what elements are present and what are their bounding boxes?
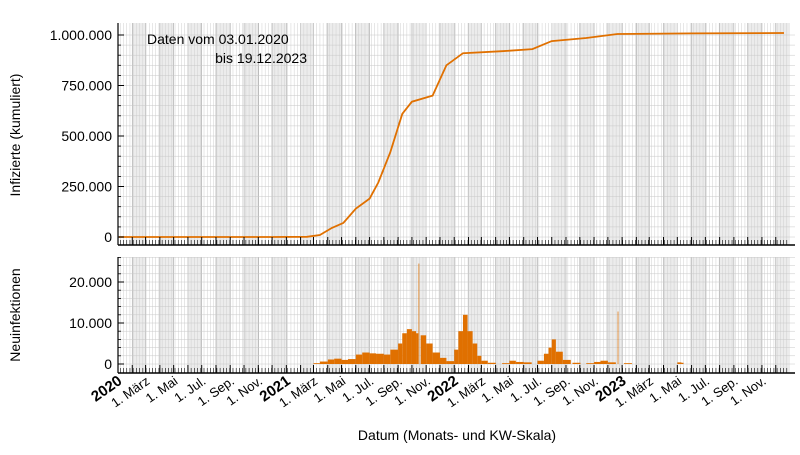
bar (418, 263, 420, 364)
month-band (495, 23, 510, 245)
bar (543, 353, 549, 364)
bar (551, 339, 556, 364)
bar (586, 363, 595, 364)
y-tick-label: 10.000 (69, 315, 112, 331)
bar (523, 362, 532, 364)
bar (623, 363, 632, 364)
y-tick-label: 1.000.000 (50, 27, 112, 43)
new-infections-bars (313, 263, 684, 364)
month-band (132, 23, 146, 245)
month-band (636, 23, 650, 245)
y-tick-label: 750.000 (61, 78, 112, 94)
bar (555, 351, 563, 364)
bar (462, 314, 468, 364)
month-band (551, 23, 566, 245)
bar (617, 311, 619, 364)
month-band (439, 23, 455, 245)
bar (406, 329, 412, 364)
y-tick-label: 0 (104, 356, 112, 372)
bar (681, 362, 684, 364)
y-tick-label: 250.000 (61, 179, 112, 195)
month-band (272, 23, 287, 245)
bar (600, 360, 608, 364)
xlabel: Datum (Monats- und KW-Skala) (358, 427, 556, 443)
x-tick-label: 1. Mai (646, 373, 684, 406)
bar (594, 361, 601, 364)
bar (347, 359, 356, 364)
month-band (355, 23, 370, 245)
bar (327, 359, 335, 364)
month-band (327, 23, 342, 245)
month-band (468, 23, 482, 245)
top-plot-background (117, 23, 795, 245)
x-tick-label: 1. Mai (143, 373, 181, 406)
bar (341, 359, 348, 364)
cumulative-line (118, 32, 785, 238)
month-band (187, 23, 202, 245)
bar (472, 343, 478, 364)
month-band (523, 23, 538, 245)
bar (446, 361, 455, 364)
bar (426, 343, 433, 364)
bar (432, 352, 440, 364)
x-tick-label: 1. Mai (311, 373, 349, 406)
bar (319, 361, 328, 364)
bar (355, 354, 363, 364)
month-band (691, 23, 706, 245)
bar (362, 352, 370, 364)
bar (502, 363, 510, 364)
top-ylabel: Infizierte (kumuliert) (7, 74, 23, 197)
bottom-plot-background (117, 257, 795, 373)
bar (677, 362, 682, 364)
bar (487, 362, 496, 364)
bar (572, 362, 581, 364)
bar (515, 361, 524, 364)
bar (477, 355, 482, 364)
bar (548, 347, 552, 364)
bar (390, 349, 399, 364)
bar (467, 331, 473, 364)
bar (509, 360, 516, 364)
bar (562, 359, 571, 364)
month-band (244, 23, 259, 245)
bar (458, 331, 463, 364)
bar (376, 353, 384, 364)
bar (481, 360, 488, 364)
bar (402, 333, 407, 364)
month-band (663, 23, 678, 245)
month-band (159, 23, 174, 245)
bar (607, 362, 616, 364)
bar (369, 353, 377, 364)
annotation-line-1: Daten vom 03.01.2020 (147, 31, 289, 47)
bar (313, 363, 320, 364)
y-tick-label: 0 (104, 229, 112, 245)
month-band (607, 23, 623, 245)
annotation-line-2: bis 19.12.2023 (215, 50, 307, 66)
bar (439, 357, 447, 364)
bottom-ylabel: Neuinfektionen (7, 268, 23, 361)
y-tick-label: 500.000 (61, 128, 112, 144)
bar (454, 349, 459, 364)
month-band (775, 23, 790, 245)
plot-area (118, 23, 795, 245)
bar (416, 333, 419, 364)
x-tick-label: 1. Mai (479, 373, 517, 406)
bar (537, 360, 544, 364)
bar (398, 343, 403, 364)
bar (383, 354, 391, 364)
month-band (719, 23, 734, 245)
bar (420, 335, 427, 364)
month-band (411, 23, 427, 245)
y-tick-label: 20.000 (69, 274, 112, 290)
bar (411, 331, 417, 364)
bar (334, 358, 342, 364)
